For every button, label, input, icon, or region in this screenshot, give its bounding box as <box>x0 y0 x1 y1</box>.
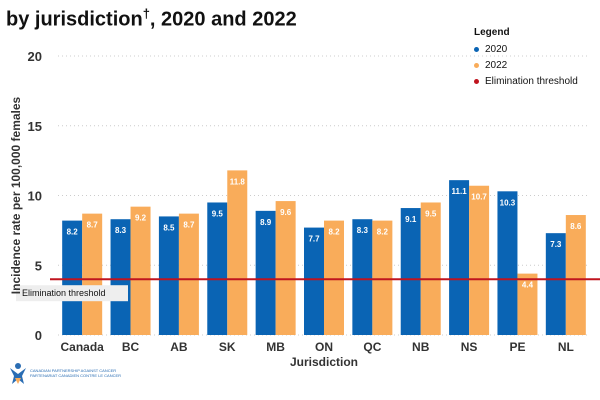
bar-2020-PE <box>497 191 518 335</box>
bar-2022-NB <box>420 202 441 335</box>
legend-dot-icon <box>474 62 479 68</box>
data-label: 9.1 <box>405 215 417 224</box>
bar-2020-NS <box>449 180 470 335</box>
chart-title: by jurisdiction†, 2020 and 2022 <box>6 6 297 32</box>
threshold-label-bg <box>16 285 128 302</box>
bar-2022-Canada <box>82 213 103 335</box>
data-label: 4.4 <box>522 281 534 290</box>
title-text: by jurisdiction <box>6 8 143 31</box>
data-label: 9.6 <box>280 208 292 217</box>
bar-2022-SK <box>227 170 248 335</box>
legend-label: 2020 <box>485 43 508 55</box>
bar-2020-ON <box>304 227 324 335</box>
bar-2022-MB <box>275 201 296 335</box>
legend-dot-icon <box>474 78 479 84</box>
bar-2022-AB <box>178 213 199 335</box>
bar-2020-Canada <box>62 220 83 335</box>
x-tick-label: QC <box>363 340 381 354</box>
bar-2020-NB <box>400 208 421 335</box>
data-label: 7.3 <box>550 240 562 249</box>
data-label: 10.7 <box>471 193 487 202</box>
data-label: 8.7 <box>87 221 99 230</box>
legend-label: 2022 <box>485 59 508 71</box>
x-tick-label: BC <box>122 340 140 354</box>
y-tick-label: 5 <box>35 258 42 273</box>
bar-2022-ON <box>324 220 344 335</box>
legend-title: Legend <box>474 27 510 38</box>
threshold-label: Elimination threshold <box>22 288 106 298</box>
data-label: 8.2 <box>67 228 79 237</box>
data-label: 8.9 <box>260 218 272 227</box>
bar-2022-QC <box>372 220 393 335</box>
bar-2022-NS <box>469 185 490 335</box>
x-tick-label: Canada <box>61 340 105 354</box>
y-tick-label: 20 <box>28 49 42 64</box>
logo-figure-icon <box>10 363 26 384</box>
x-tick-label: SK <box>219 340 236 354</box>
bar-2020-BC <box>110 219 131 335</box>
bar-2020-AB <box>158 216 179 335</box>
title-suffix: , 2020 and 2022 <box>149 8 297 31</box>
legend-label: Elimination threshold <box>485 75 578 87</box>
bar-2022-PE <box>517 273 538 335</box>
legend-item-2022: 2022 <box>474 57 578 73</box>
y-tick-label: 15 <box>28 119 42 134</box>
x-tick-label: NL <box>558 340 574 354</box>
bar-2022-BC <box>130 206 151 335</box>
data-label: 8.7 <box>183 221 195 230</box>
cpac-logo: CANADIAN PARTNERSHIP AGAINST CANCER PARTE… <box>10 362 121 384</box>
title-mark: † <box>142 6 150 21</box>
data-label: 8.5 <box>163 223 175 232</box>
data-label: 9.5 <box>425 209 437 218</box>
data-label: 10.3 <box>500 198 516 207</box>
bar-2020-SK <box>207 202 228 335</box>
bar-2020-NL <box>545 233 566 335</box>
bar-2020-MB <box>255 210 276 335</box>
bar-2020-QC <box>352 219 373 335</box>
legend-item-2020: 2020 <box>474 41 578 57</box>
x-tick-label: PE <box>509 340 525 354</box>
data-label: 9.5 <box>212 209 224 218</box>
y-tick-label: 0 <box>35 328 42 343</box>
x-tick-label: ON <box>315 340 333 354</box>
bar-2022-NL <box>565 215 586 335</box>
legend-item-threshold: Elimination threshold <box>474 73 578 89</box>
x-tick-label: MB <box>266 340 285 354</box>
data-label: 8.2 <box>328 228 340 237</box>
data-label: 9.2 <box>135 214 147 223</box>
x-tick-label: NB <box>412 340 430 354</box>
data-label: 8.2 <box>377 228 389 237</box>
x-tick-label: NS <box>461 340 478 354</box>
data-label: 7.7 <box>308 235 320 244</box>
x-axis-label: Jurisdiction <box>290 355 358 369</box>
data-label: 11.1 <box>452 187 468 196</box>
y-axis-label: Incidence rate per 100,000 females <box>9 96 23 294</box>
y-tick-label: 10 <box>28 189 42 204</box>
data-label: 8.6 <box>570 222 582 231</box>
data-label: 11.8 <box>230 177 246 186</box>
x-tick-label: AB <box>170 340 188 354</box>
data-label: 8.3 <box>357 226 369 235</box>
legend: Legend 2020 2022 Elimination threshold <box>474 27 578 89</box>
legend-dot-icon <box>474 46 479 52</box>
logo-text-fr: PARTENARIAT CANADIEN CONTRE LE CANCER <box>30 373 122 378</box>
data-label: 8.3 <box>115 226 127 235</box>
logo-text-en: CANADIAN PARTNERSHIP AGAINST CANCER <box>30 368 117 373</box>
